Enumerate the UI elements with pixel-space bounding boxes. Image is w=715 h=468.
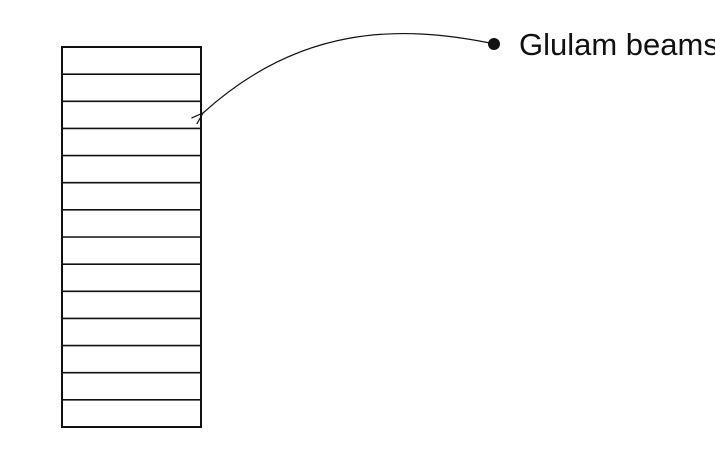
callout-label: Glulam beams bbox=[519, 27, 715, 62]
glulam-beam-cross-section bbox=[61, 46, 202, 428]
callout-arrow bbox=[203, 32, 491, 113]
lamination-lines bbox=[62, 73, 201, 401]
callout-bullet-dot bbox=[488, 38, 500, 50]
